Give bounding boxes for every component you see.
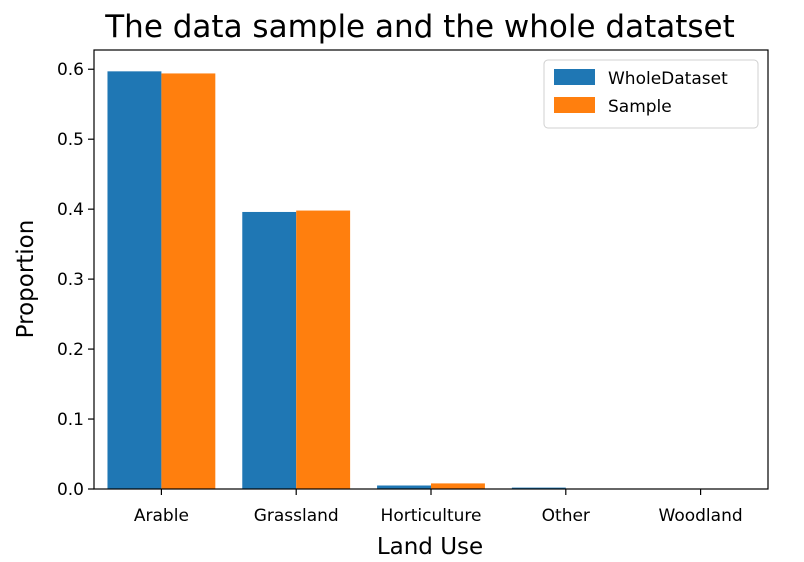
bars-layer bbox=[107, 71, 566, 489]
axes-layer: 0.0 0.1 0.2 0.3 0.4 0.5 0.6 Arable Grassland Hort… bbox=[57, 49, 769, 526]
y-tick-label: 0.5 bbox=[57, 130, 84, 150]
y-tick-label: 0.6 bbox=[57, 60, 84, 80]
bar-wholedataset-other bbox=[511, 487, 566, 489]
chart-title: The data sample and the whole datatset bbox=[104, 9, 735, 45]
bar-wholedataset-grassland bbox=[242, 211, 297, 489]
y-tick-label: 0.4 bbox=[57, 200, 84, 220]
legend-swatch-wholedataset bbox=[554, 69, 595, 85]
bar-sample-arable bbox=[161, 73, 216, 489]
x-tick-label: Arable bbox=[134, 506, 189, 526]
legend-label-sample: Sample bbox=[608, 97, 672, 117]
y-tick-label: 0.2 bbox=[57, 340, 84, 360]
legend-swatch-sample bbox=[554, 97, 595, 113]
y-axis-label: Proportion bbox=[13, 220, 39, 339]
bar-sample-grassland bbox=[296, 210, 351, 489]
y-tick-label: 0.1 bbox=[57, 410, 84, 430]
x-tick-label: Other bbox=[542, 506, 590, 526]
bar-wholedataset-horticulture bbox=[377, 485, 431, 489]
bar-sample-horticulture bbox=[431, 483, 485, 489]
legend-label-wholedataset: WholeDataset bbox=[608, 69, 728, 89]
legend-box bbox=[543, 59, 759, 129]
x-tick-label: Woodland bbox=[659, 506, 743, 526]
x-tick-label: Grassland bbox=[254, 506, 339, 526]
y-tick-label: 0.3 bbox=[57, 270, 84, 290]
bar-wholedataset-arable bbox=[107, 71, 162, 489]
x-tick-label: Horticulture bbox=[381, 506, 482, 526]
legend: WholeDataset Sample bbox=[543, 59, 759, 129]
x-axis-label: Land Use bbox=[377, 534, 483, 558]
y-tick-label: 0.0 bbox=[57, 480, 84, 500]
